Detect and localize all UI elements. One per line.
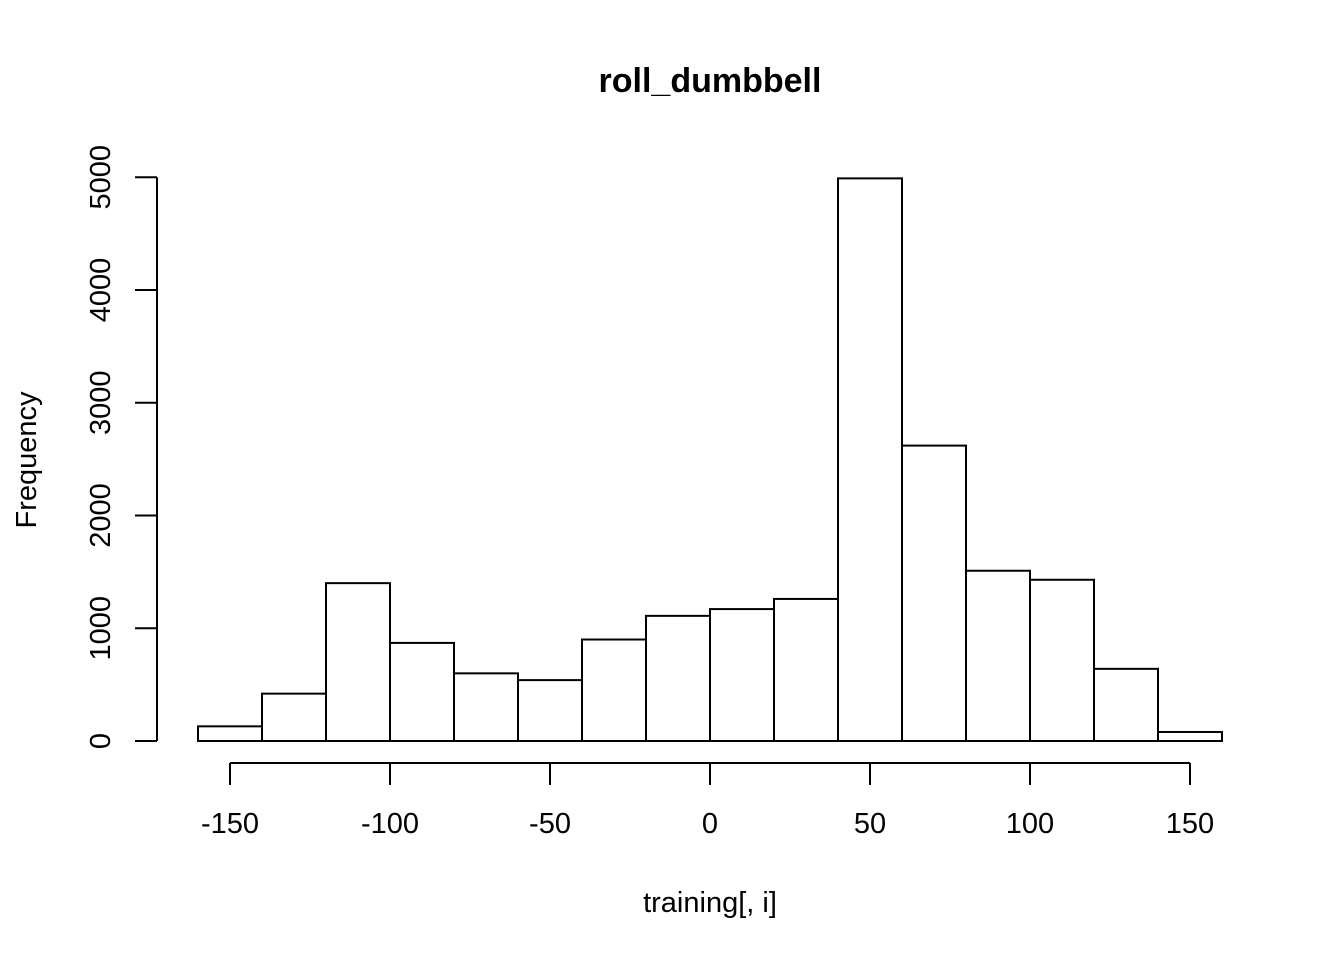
histogram-bar [453, 672, 519, 742]
x-tick-label: 50 [854, 808, 886, 840]
histogram-bar [581, 638, 647, 743]
histogram-bar [709, 608, 775, 743]
histogram-bar [901, 444, 967, 742]
histogram-bar [325, 582, 391, 743]
histogram-bar [197, 725, 263, 743]
x-tick-label: -50 [529, 808, 571, 840]
x-tick-label: 0 [702, 808, 718, 840]
histogram-bar [1029, 578, 1095, 743]
x-tick-label: 100 [1006, 808, 1054, 840]
y-tick-label: 0 [85, 733, 117, 749]
y-axis-label: Frequency [11, 391, 43, 529]
y-tick-label: 5000 [85, 145, 117, 210]
x-tick-label: 150 [1166, 808, 1214, 840]
y-tick-label: 3000 [85, 370, 117, 435]
chart-title: roll_dumbbell [599, 62, 822, 100]
histogram-bar [517, 679, 583, 742]
histogram-bar [389, 641, 455, 742]
histogram-bar [1157, 730, 1223, 742]
histogram-bar [645, 614, 711, 742]
x-axis-label: training[, i] [643, 887, 777, 919]
histogram-bar [261, 692, 327, 743]
y-axis: 0 1000 2000 3000 4000 5000 [85, 145, 158, 749]
histogram-bar [773, 597, 839, 742]
y-tick-label: 1000 [85, 596, 117, 661]
x-tick-label: -100 [361, 808, 419, 840]
x-tick-label: -150 [201, 808, 259, 840]
y-tick-label: 2000 [85, 483, 117, 548]
y-tick-label: 4000 [85, 258, 117, 323]
bars-group [197, 177, 1223, 743]
histogram-bar [965, 569, 1031, 742]
histogram-bar [1093, 667, 1159, 743]
histogram-bar [837, 177, 903, 742]
x-axis: -150 -100 -50 0 50 100 150 [201, 762, 1214, 840]
